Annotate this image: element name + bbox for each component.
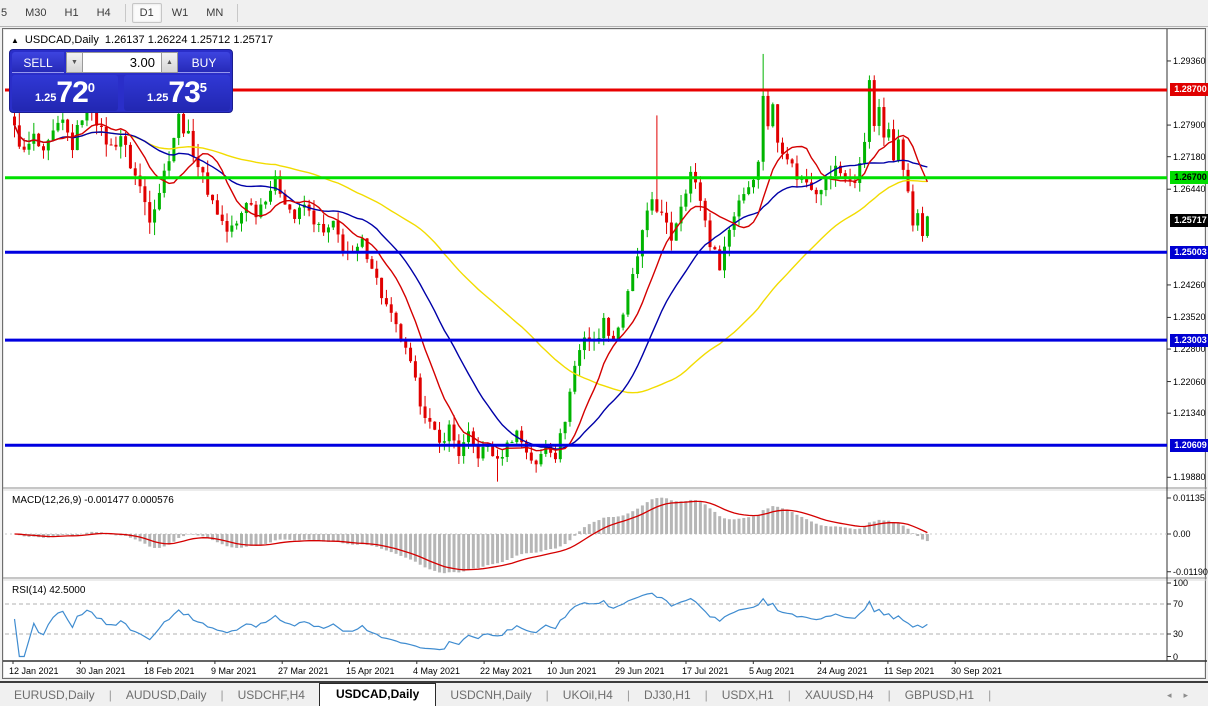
tab-separator: | [545,688,549,702]
toolbar-separator [237,4,239,22]
tabs-scroll-left-icon[interactable]: ◂ [1166,690,1184,700]
support1-badge: 1.25003 [1170,246,1208,259]
volume-increase-button[interactable]: ▲ [161,52,178,73]
tab-eurusd[interactable]: EURUSD,Daily [14,688,95,702]
tab-usdchf[interactable]: USDCHF,H4 [237,688,305,702]
tab-separator: | [787,688,791,702]
tab-xauusd[interactable]: XAUUSD,H4 [804,688,874,702]
support3-badge: 1.20609 [1170,439,1208,452]
date-axis-label: 22 May 2021 [480,666,533,676]
macd-axis-tick: -0.01190 [1173,567,1208,577]
date-axis-label: 5 Aug 2021 [749,666,795,676]
date-axis-label: 12 Jan 2021 [9,666,59,676]
date-axis-label: 30 Sep 2021 [951,666,1003,676]
volume-stepper: ▼ 3.00 ▲ [66,52,178,73]
sell-price-button[interactable]: 1.25 72 0 [12,75,118,111]
rsi-axis-tick: 0 [1173,652,1179,662]
resistance-badge: 1.28700 [1170,83,1208,96]
date-axis-label: 24 Aug 2021 [817,666,868,676]
price-axis-tick: 1.27180 [1173,152,1206,162]
sell-price-main: 72 [56,76,88,109]
price-axis-tick: 1.22800 [1173,344,1206,354]
tab-dj30[interactable]: DJ30,H1 [643,688,691,702]
tab-usdx[interactable]: USDX,H1 [721,688,774,702]
date-axis-label: 27 Mar 2021 [278,666,329,676]
date-axis-label: 4 May 2021 [413,666,461,676]
timeframe-button-w1[interactable]: W1 [171,7,189,19]
volume-input[interactable]: 3.00 [83,52,161,73]
tab-usdcnh[interactable]: USDCNH,Daily [450,688,532,702]
support2-badge: 1.23003 [1170,334,1208,347]
buy-price-prefix: 1.25 [146,92,169,104]
price-axis-tick: 1.23520 [1173,312,1206,322]
timeframe-button-h4[interactable]: H4 [96,7,111,19]
ma-slow-line [13,125,928,394]
ma-medium-line [13,125,928,450]
tab-usdcad[interactable]: USDCAD,Daily [318,683,437,706]
price-axis-tick: 1.24260 [1173,280,1206,290]
pivot-badge: 1.26700 [1170,171,1208,184]
price-axis-tick: 1.29360 [1173,56,1206,66]
timeframe-button-mn[interactable]: MN [206,7,224,19]
macd-axis-tick: 0.01135 [1173,493,1205,503]
volume-decrease-button[interactable]: ▼ [66,52,83,73]
chart-window[interactable]: ▲ USDCAD,Daily 1.26137 1.26224 1.25712 1… [2,28,1208,679]
date-axis-label: 15 Apr 2021 [346,666,395,676]
chart-symbol-label: USDCAD,Daily [24,34,99,46]
price-axis-tick: 1.22060 [1173,377,1206,387]
tab-gbpusd[interactable]: GBPUSD,H1 [904,688,975,702]
rsi-axis-tick: 30 [1173,629,1184,639]
sell-price-prefix: 1.25 [34,92,57,104]
ma-fast-line [13,123,929,452]
tab-separator: | [988,688,992,702]
toolbar-separator [124,4,126,22]
date-axis-label: 11 Sep 2021 [884,666,935,676]
buy-price-main: 73 [168,76,200,109]
rsi-axis-tick: 100 [1173,578,1189,588]
timeframe-button-d1[interactable]: D1 [131,3,162,23]
buy-price-pip: 5 [199,80,208,95]
chart-title: ▲ USDCAD,Daily 1.26137 1.26224 1.25712 1… [11,34,273,46]
rsi-axis-tick: 70 [1173,599,1184,609]
tab-separator: | [626,688,630,702]
sell-button[interactable]: SELL [12,52,64,73]
chart-ohlc-values: 1.26137 1.26224 1.25712 1.25717 [104,34,274,46]
price-axis-tick: 1.21340 [1173,408,1206,418]
timeframe-toolbar: 5 M30 H1 H4 D1 W1 MN [0,0,1208,27]
last-price-badge: 1.25717 [1170,214,1208,227]
price-axis-tick: 1.27900 [1173,120,1206,130]
tab-ukoil[interactable]: UKOil,H4 [562,688,613,702]
date-axis-label: 30 Jan 2021 [76,666,126,676]
buy-button[interactable]: BUY [178,52,230,73]
tabs-scroll-right-icon[interactable]: ▸ [1183,690,1200,700]
sell-price-pip: 0 [87,80,96,95]
tab-separator: | [887,688,891,702]
price-chart-canvas[interactable] [3,29,1207,678]
price-axis-tick: 1.19880 [1173,472,1206,482]
tab-separator: | [108,688,112,702]
date-axis-label: 9 Mar 2021 [211,666,257,676]
tab-separator: | [220,688,224,702]
date-axis-label: 18 Feb 2021 [144,666,195,676]
date-axis-label: 10 Jun 2021 [547,666,597,676]
chart-tab-bar: EURUSD,Daily | AUDUSD,Daily | USDCHF,H4 USDCA… [0,681,1208,706]
timeframe-button-h1[interactable]: H1 [64,7,79,19]
one-click-trading-panel: SELL ▼ 3.00 ▲ BUY 1.25 72 0 1.25 73 5 [9,49,233,113]
date-axis-label: 29 Jun 2021 [615,666,665,676]
buy-price-button[interactable]: 1.25 73 5 [124,75,230,111]
collapse-arrow-icon[interactable]: ▲ [11,35,19,45]
macd-axis-tick: 0.00 [1173,529,1191,539]
tab-separator: | [704,688,708,702]
macd-indicator-label: MACD(12,26,9) -0.001477 0.000576 [12,495,174,506]
timeframe-button-m30[interactable]: M30 [25,7,47,19]
timeframe-button-5[interactable]: 5 [1,7,8,19]
tab-audusd[interactable]: AUDUSD,Daily [125,688,207,702]
price-axis-tick: 1.26440 [1173,184,1206,194]
date-axis-label: 17 Jul 2021 [682,666,729,676]
rsi-indicator-label: RSI(14) 42.5000 [12,585,86,596]
